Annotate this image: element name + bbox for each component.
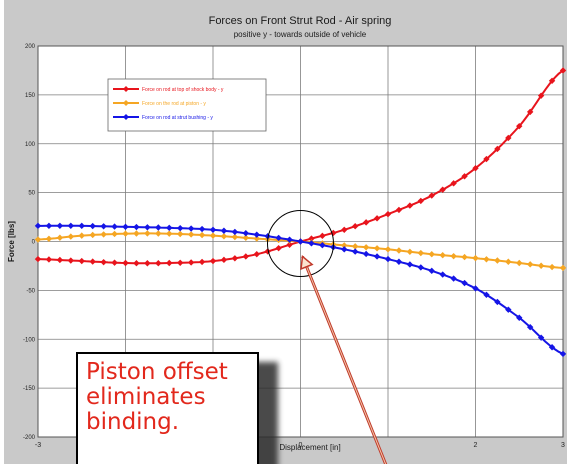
y-tick-label: -100 — [23, 337, 36, 343]
legend: Force on rod at top of shock body - y For… — [108, 79, 266, 131]
y-tick-label: -200 — [23, 435, 36, 441]
x-tick-label: 2 — [474, 442, 478, 449]
y-tick-label: -50 — [26, 288, 35, 294]
chart-subtitle: positive y - towards outside of vehicle — [234, 30, 367, 39]
x-tick-label: 3 — [561, 442, 565, 449]
x-axis-label: Displacement [in] — [279, 443, 340, 452]
y-tick-label: 0 — [32, 240, 36, 246]
chart-title: Forces on Front Strut Rod - Air spring — [209, 15, 392, 27]
x-tick-label: -3 — [35, 442, 41, 449]
legend-label: Force on rod at strut bushing - y — [142, 115, 213, 121]
y-tick-label: 200 — [25, 44, 36, 50]
callout-text: Piston offset eliminates binding. — [86, 360, 249, 435]
y-tick-label: 150 — [25, 93, 36, 99]
y-tick-label: 100 — [25, 142, 36, 148]
legend-label: Force on the rod at piston - y — [142, 101, 206, 107]
y-axis-label: Force [lbs] — [7, 221, 16, 262]
y-tick-label: 50 — [28, 191, 35, 197]
y-tick-label: -150 — [23, 386, 36, 392]
legend-label: Force on rod at top of shock body - y — [142, 87, 224, 93]
callout-box: Piston offset eliminates binding. — [76, 352, 259, 464]
